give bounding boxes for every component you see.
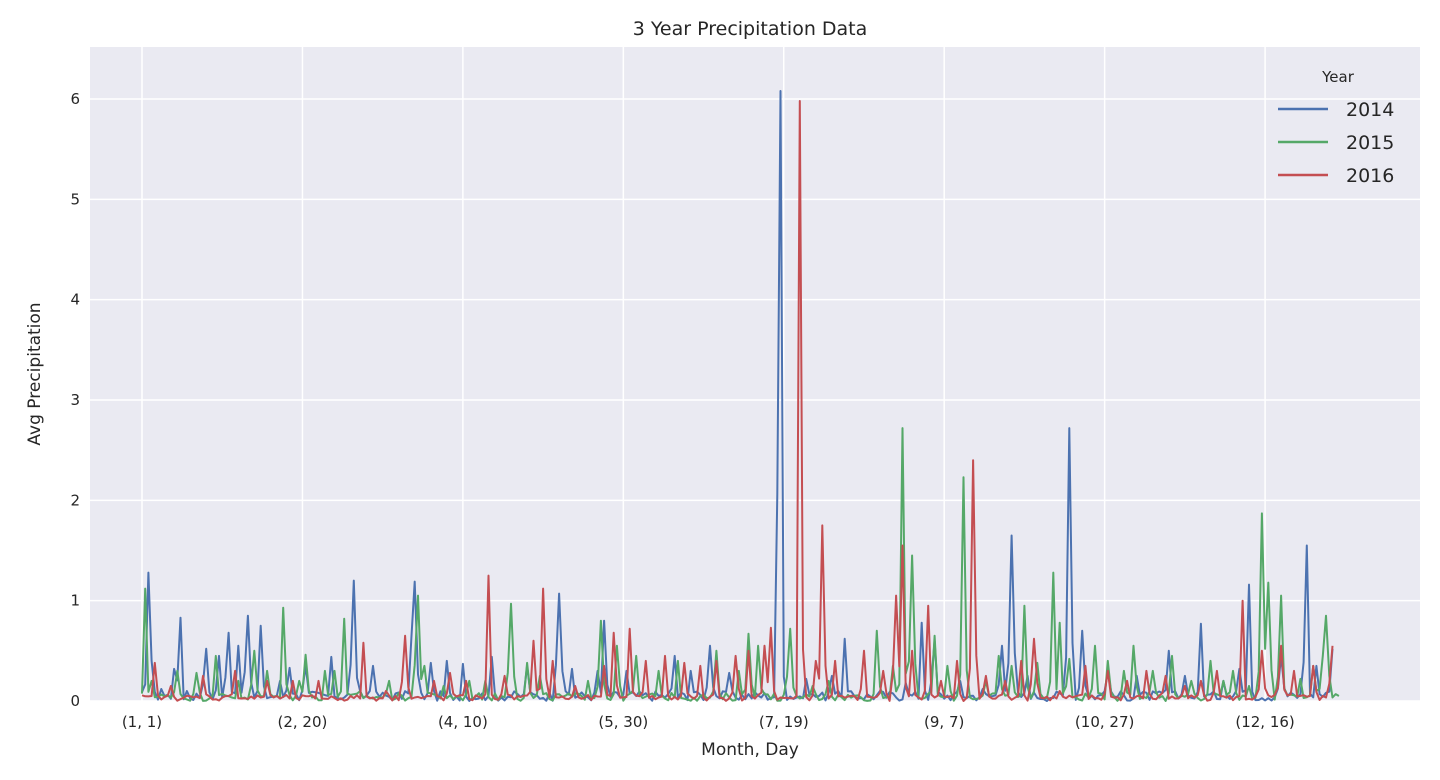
y-tick-label: 3	[70, 391, 80, 409]
legend-title: Year	[1321, 68, 1355, 86]
legend-label-2016: 2016	[1346, 165, 1394, 187]
legend: Year 2014 2015 2016	[1278, 68, 1394, 187]
x-tick-label: (4, 10)	[438, 713, 488, 731]
y-tick-label: 4	[70, 291, 80, 309]
chart-title: 3 Year Precipitation Data	[633, 18, 868, 40]
x-tick-label: (2, 20)	[278, 713, 328, 731]
y-tick-labels: 0 1 2 3 4 5 6	[70, 90, 80, 710]
gridlines	[90, 47, 1420, 702]
x-tick-label: (7, 19)	[759, 713, 809, 731]
series-line-2015	[141, 427, 1340, 702]
plot-area	[90, 47, 1420, 701]
y-tick-label: 6	[70, 90, 80, 108]
x-tick-label: (10, 27)	[1075, 713, 1134, 731]
series-lines	[141, 90, 1340, 702]
x-tick-label: (1, 1)	[122, 713, 162, 731]
x-axis-label: Month, Day	[701, 740, 799, 760]
y-tick-label: 5	[70, 190, 80, 208]
x-tick-label: (5, 30)	[598, 713, 648, 731]
x-tick-label: (12, 16)	[1235, 713, 1294, 731]
y-tick-label: 2	[70, 491, 80, 509]
y-tick-label: 1	[70, 592, 80, 610]
y-axis-label: Avg Precipitation	[25, 302, 45, 445]
x-tick-label: (9, 7)	[924, 713, 964, 731]
series-line-2016	[141, 100, 1334, 702]
y-tick-label: 0	[70, 692, 80, 710]
x-tick-labels: (1, 1) (2, 20) (4, 10) (5, 30) (7, 19) (9, 7)…	[122, 713, 1295, 731]
legend-label-2015: 2015	[1346, 132, 1394, 154]
legend-label-2014: 2014	[1346, 99, 1394, 121]
